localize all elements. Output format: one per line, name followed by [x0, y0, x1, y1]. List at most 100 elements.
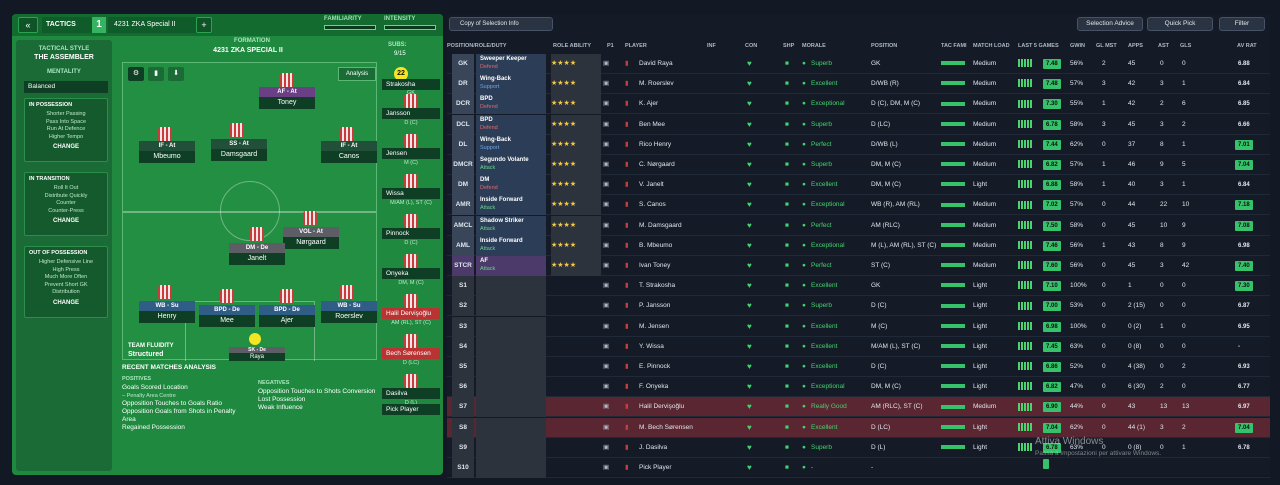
sub-slot[interactable]: Jensen M (C) — [382, 134, 440, 174]
player-shirt[interactable] — [280, 289, 294, 303]
role-duty-select[interactable]: Segundo Volante Attack — [476, 155, 546, 175]
player-name[interactable]: K. Ajer — [639, 100, 659, 108]
col-position-role-duty[interactable]: POSITION/ROLE/DUTY — [447, 43, 507, 49]
change-button[interactable]: CHANGE — [52, 218, 79, 224]
table-row[interactable]: AMR Inside Forward Attack ★★★★ ▣ ▮ S. Canos ♥ ■ ●… — [447, 195, 1270, 216]
role-duty-select[interactable] — [476, 316, 546, 337]
role-duty-select[interactable]: Inside Forward Attack — [476, 235, 546, 256]
player-tag-mee[interactable]: BPD - De Mee — [199, 305, 255, 327]
player-name[interactable]: M. Jensen — [639, 322, 669, 330]
p1-icon[interactable]: ▣ — [603, 181, 610, 189]
change-button[interactable]: CHANGE — [52, 144, 79, 150]
player-name[interactable]: Ivan Toney — [639, 262, 671, 269]
col-morale[interactable]: MORALE — [802, 43, 826, 49]
player-name[interactable]: F. Onyeka — [639, 383, 669, 391]
player-tag-ajer[interactable]: BPD - De Ajer — [259, 305, 315, 327]
player-name[interactable]: Pick Player — [639, 464, 672, 471]
col-gls[interactable]: GLS — [1180, 43, 1192, 49]
p1-icon[interactable]: ▣ — [603, 262, 610, 269]
p1-icon[interactable]: ▣ — [603, 80, 610, 88]
table-row[interactable]: DM DM Defend ★★★★ ▣ ▮ V. Janelt ♥ ■ ● Excellent DM,… — [447, 175, 1270, 196]
player-shirt[interactable] — [303, 211, 317, 225]
role-duty-select[interactable] — [476, 357, 546, 377]
sub-slot[interactable]: Onyeka DM, M (C) — [382, 254, 440, 294]
table-row[interactable]: GK Sweeper Keeper Defend ★★★★ ▣ ▮ David Raya ♥ ■… — [447, 54, 1270, 74]
col-position[interactable]: POSITION — [871, 43, 898, 49]
copy-selection-dropdown[interactable]: Copy of Selection Info — [449, 17, 553, 31]
sub-slot[interactable]: Jansson D (C) — [382, 94, 440, 134]
role-duty-select[interactable]: Wing-Back Support — [476, 134, 546, 155]
table-row[interactable]: S9 ▣ ▮ J. Dasilva ♥ ■ ● Superb D (L) Light 6.78 63%… — [447, 437, 1270, 458]
tactics-tab[interactable]: TACTICS — [42, 17, 94, 33]
p1-icon[interactable]: ▣ — [603, 403, 610, 411]
table-row[interactable]: S10 ▣ ▮ Pick Player ♥ ■ ● - - — [447, 458, 1270, 478]
table-row[interactable]: DR Wing-Back Support ★★★★ ▣ ▮ M. Roerslev ♥ ■ ● Ex… — [447, 74, 1270, 95]
player-name[interactable]: M. Bech Sørensen — [639, 423, 693, 431]
player-shirt[interactable] — [340, 285, 354, 299]
col-tac-fami[interactable]: TAC FAMI — [941, 43, 967, 49]
sub-slot[interactable]: Bech Sørensen D (LC) — [382, 334, 440, 374]
p1-icon[interactable]: ▣ — [603, 282, 610, 290]
role-duty-select[interactable] — [476, 296, 546, 317]
p1-icon[interactable]: ▣ — [603, 383, 610, 391]
role-duty-select[interactable] — [476, 397, 546, 418]
role-duty-select[interactable]: DM Defend — [476, 175, 546, 196]
role-duty-select[interactable] — [476, 458, 546, 478]
role-duty-select[interactable]: Sweeper Keeper Defend — [476, 54, 546, 74]
player-tag-canos[interactable]: IF - At Canos — [321, 141, 377, 163]
col-gwin[interactable]: GWIN — [1070, 43, 1085, 49]
table-row[interactable]: S2 ▣ ▮ P. Jansson ♥ ■ ● Superb D (C) Light 7.00 53%… — [447, 296, 1270, 317]
p1-icon[interactable]: ▣ — [603, 221, 610, 229]
table-row[interactable]: S1 ▣ ▮ T. Strakosha ♥ ■ ● Excellent GK Light 7.10 1… — [447, 276, 1270, 297]
table-row[interactable]: DCL BPD Defend ★★★★ ▣ ▮ Ben Mee ♥ ■ ● Superb D (LC)… — [447, 114, 1270, 135]
sub-slot[interactable]: Halil Dervişoğlu AM (RL), ST (C) — [382, 294, 440, 334]
col-con[interactable]: CON — [745, 43, 758, 49]
p1-icon[interactable]: ▣ — [603, 100, 610, 108]
p1-icon[interactable]: ▣ — [603, 140, 610, 148]
table-row[interactable]: DL Wing-Back Support ★★★★ ▣ ▮ Rico Henry ♥ ■ ● Per… — [447, 134, 1270, 155]
role-duty-select[interactable]: BPD Defend — [476, 114, 546, 135]
player-name[interactable]: B. Mbeumo — [639, 241, 673, 249]
col-p1[interactable]: P1 — [607, 43, 614, 49]
analysis-title[interactable]: RECENT MATCHES ANALYSIS — [122, 364, 217, 371]
mentality-select[interactable]: Balanced — [24, 81, 108, 93]
player-name[interactable]: Halil Dervişoğlu — [639, 403, 685, 411]
p1-icon[interactable]: ▣ — [603, 302, 610, 310]
col-shp[interactable]: SHP — [783, 43, 795, 49]
add-tactic-button[interactable]: + — [196, 17, 212, 33]
analysis-button[interactable]: Analysis — [338, 67, 376, 81]
player-tag-norgaard[interactable]: VOL - At Nørgaard — [283, 227, 339, 249]
p1-icon[interactable]: ▣ — [603, 423, 610, 431]
player-name[interactable]: J. Dasilva — [639, 443, 668, 451]
role-duty-select[interactable] — [476, 276, 546, 297]
player-name[interactable]: S. Canos — [639, 201, 666, 209]
player-shirt[interactable] — [340, 127, 354, 141]
role-duty-select[interactable] — [476, 377, 546, 398]
col-apps[interactable]: APPS — [1128, 43, 1143, 49]
player-name[interactable]: V. Janelt — [639, 181, 664, 189]
player-name[interactable]: David Raya — [639, 60, 673, 67]
table-row[interactable]: S3 ▣ ▮ M. Jensen ♥ ■ ● Excellent M (C) Light 6.98 1… — [447, 316, 1270, 337]
col-av-rat[interactable]: AV RAT — [1237, 43, 1257, 49]
player-tag-damsgaard[interactable]: SS - At Damsgaard — [211, 139, 267, 161]
change-button[interactable]: CHANGE — [52, 299, 79, 306]
player-shirt[interactable] — [158, 127, 172, 141]
player-tag-roerslev[interactable]: WB - Su Roerslev — [321, 301, 377, 323]
role-duty-select[interactable]: Wing-Back Support — [476, 74, 546, 95]
table-row[interactable]: AMCL Shadow Striker Attack ★★★★ ▣ ▮ M. Damsgaa… — [447, 215, 1270, 236]
filter-button[interactable]: Filter — [1219, 17, 1265, 31]
player-name[interactable]: M. Roerslev — [639, 80, 674, 88]
p1-icon[interactable]: ▣ — [603, 464, 610, 471]
player-shirt[interactable] — [280, 73, 294, 87]
col-ast[interactable]: AST — [1158, 43, 1169, 49]
role-duty-select[interactable]: AF Attack — [476, 256, 546, 276]
player-name[interactable]: Rico Henry — [639, 140, 672, 148]
sub-slot[interactable]: Pinnock D (C) — [382, 214, 440, 254]
player-shirt[interactable] — [158, 285, 172, 299]
settings-icon[interactable]: ⚙ — [128, 67, 144, 81]
p1-icon[interactable]: ▣ — [603, 443, 610, 451]
p1-icon[interactable]: ▣ — [603, 201, 610, 209]
sub-slot[interactable]: Strakosha GK — [382, 62, 440, 96]
col-gl-mst[interactable]: GL MST — [1096, 43, 1117, 49]
role-duty-select[interactable]: BPD Defend — [476, 94, 546, 115]
